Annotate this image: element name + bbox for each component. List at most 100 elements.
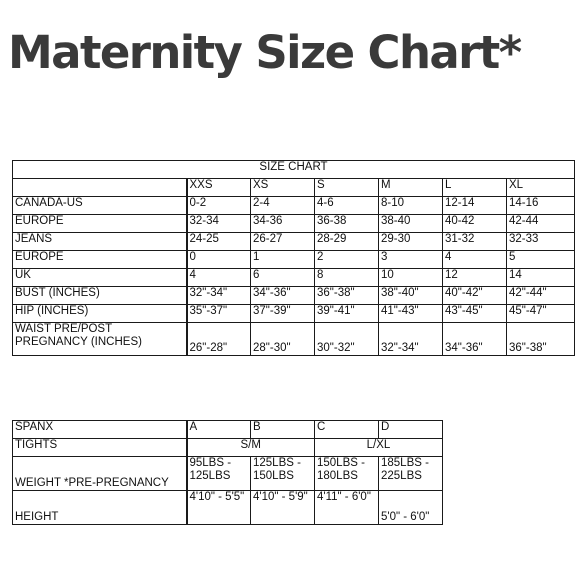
size-value-cell: 2 [314,250,379,269]
weight-row: WEIGHT *PRE-PREGNANCY 95LBS - 125LBS 125LB… [12,456,443,491]
size-value-cell: 29-30 [378,232,443,251]
size-value-cell: 2-4 [250,196,315,215]
size-row: BUST (INCHES) 32"-34" 34"-36" 36"-38" 38"-40… [12,286,575,305]
size-header-cell: XXS [186,178,251,197]
weight-value-cell: 95LBS - 125LBS [186,456,251,491]
size-value-cell: 38"-40" [378,286,443,305]
size-value-cell: 30"-32" [314,322,379,356]
spanx-size-cell: A [186,420,251,439]
size-value-cell: 45"-47" [506,304,575,323]
height-row: HEIGHT 4'10" - 5'5" 4'10" - 5'9" 4'11" - 6'… [12,490,443,525]
size-chart-caption: SIZE CHART [12,160,575,179]
height-value-cell: 4'10" - 5'9" [250,490,315,525]
size-header-cell: XS [250,178,315,197]
size-row: HIP (INCHES) 35"-37" 37"-39" 39"-41" 41"-43"… [12,304,575,323]
size-row: EUROPE 32-34 34-36 36-38 38-40 40-42 42-44 [12,214,575,233]
weight-label: WEIGHT *PRE-PREGNANCY [12,456,188,491]
size-value-cell: 24-25 [186,232,251,251]
size-value-cell: 41"-43" [378,304,443,323]
size-row-label: BUST (INCHES) [12,286,188,305]
size-value-cell: 35"-37" [186,304,251,323]
size-value-cell: 4-6 [314,196,379,215]
size-value-cell: 8-10 [378,196,443,215]
size-value-cell: 34"-36" [250,286,315,305]
size-value-cell: 40"-42" [442,286,507,305]
size-value-cell: 4 [186,268,251,287]
size-header-cell: M [378,178,443,197]
spanx-chart-table: SPANX A B C D TIGHTS S/M L/XL WEIGHT *PRE-PREGNA… [12,420,443,525]
size-value-cell: 26"-28" [186,322,251,356]
size-value-cell: 38-40 [378,214,443,233]
size-header-row: XXS XS S M L XL [12,178,575,197]
size-value-cell: 34"-36" [442,322,507,356]
size-value-cell: 32"-34" [186,286,251,305]
page-title: Maternity Size Chart* [8,26,522,79]
size-value-cell: 14 [506,268,575,287]
tights-large-xl: L/XL [314,438,443,457]
size-value-cell: 1 [250,250,315,269]
size-value-cell: 12 [442,268,507,287]
size-value-cell: 32-34 [186,214,251,233]
size-row-label: EUROPE [12,214,188,233]
size-row: EUROPE 0 1 2 3 4 5 [12,250,575,269]
size-row-label: UK [12,268,188,287]
size-value-cell: 4 [442,250,507,269]
size-value-cell: 3 [378,250,443,269]
weight-value-cell: 185LBS - 225LBS [378,456,443,491]
size-row: JEANS 24-25 26-27 28-29 29-30 31-32 32-33 [12,232,575,251]
height-value-d: 5'0" - 6'0" [381,511,430,523]
size-row: UK 4 6 8 10 12 14 [12,268,575,287]
size-value-cell: 42"-44" [506,286,575,305]
size-row-label: EUROPE [12,250,188,269]
weight-value-cell: 150LBS - 180LBS [314,456,379,491]
size-value-cell: 28"-30" [250,322,315,356]
size-row-label: WAIST PRE/POST PREGNANCY (INCHES) [12,322,188,356]
size-value-cell: 36"-38" [314,286,379,305]
size-value-cell: 42-44 [506,214,575,233]
size-header-corner [12,178,188,197]
size-value-cell: 37"-39" [250,304,315,323]
height-label: HEIGHT [12,490,188,525]
size-chart-caption-row: SIZE CHART [12,160,575,179]
size-value-cell: 8 [314,268,379,287]
size-value-cell: 36"-38" [506,322,575,356]
weight-value-cell: 125LBS - 150LBS [250,456,315,491]
size-value-cell: 39"-41" [314,304,379,323]
size-value-cell: 12-14 [442,196,507,215]
size-value-cell: 32"-34" [378,322,443,356]
size-value-cell: 6 [250,268,315,287]
size-value-cell: 43"-45" [442,304,507,323]
size-value-cell: 36-38 [314,214,379,233]
size-row: CANADA-US 0-2 2-4 4-6 8-10 12-14 14-16 [12,196,575,215]
height-value-cell: 4'11" - 6'0" [314,490,379,525]
tights-label: TIGHTS [12,438,188,457]
size-value-cell: 14-16 [506,196,575,215]
size-header-cell: S [314,178,379,197]
height-value-cell: 4'10" - 5'5" [186,490,251,525]
size-row: WAIST PRE/POST PREGNANCY (INCHES) 26"-28"… [12,322,575,356]
tights-small-medium: S/M [186,438,315,457]
size-value-cell: 28-29 [314,232,379,251]
spanx-size-cell: C [314,420,379,439]
spanx-size-cell: B [250,420,315,439]
tights-row: TIGHTS S/M L/XL [12,438,443,457]
size-row-label: JEANS [12,232,188,251]
size-value-cell: 26-27 [250,232,315,251]
size-header-cell: XL [506,178,575,197]
size-value-cell: 0 [186,250,251,269]
size-chart-table: SIZE CHART XXS XS S M L XL CANADA-US 0-2 2-4 4-6 8-… [12,160,575,356]
size-value-cell: 31-32 [442,232,507,251]
size-value-cell: 0-2 [186,196,251,215]
spanx-header-row: SPANX A B C D [12,420,443,439]
spanx-size-cell: D [378,420,443,439]
size-value-cell: 10 [378,268,443,287]
size-value-cell: 5 [506,250,575,269]
size-row-label: HIP (INCHES) [12,304,188,323]
spanx-label: SPANX [12,420,188,439]
size-row-label: CANADA-US [12,196,188,215]
size-header-cell: L [442,178,507,197]
size-value-cell: 32-33 [506,232,575,251]
size-value-cell: 40-42 [442,214,507,233]
height-value-cell: 5'0" - 6'0" [378,490,443,525]
